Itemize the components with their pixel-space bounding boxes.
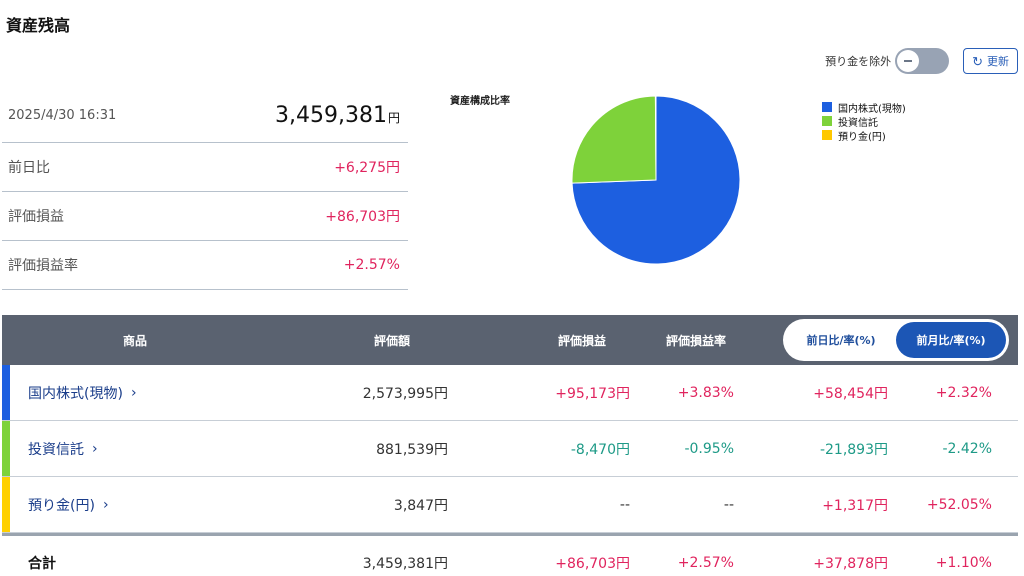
chevron-right-icon: › (102, 496, 109, 513)
chart-legend: 国内株式(現物) 投資信託 預り金(円) (822, 100, 906, 143)
summary-total-row: 2025/4/30 16:31 3,459,381円 (2, 88, 408, 143)
summary-label: 評価損益 (8, 209, 64, 225)
pl-cell: +95,173円 (555, 385, 630, 402)
chevron-right-icon: › (92, 440, 98, 457)
product-link-investment-trust[interactable]: 投資信託 › (28, 439, 98, 459)
header-pl: 評価損益 (557, 333, 606, 348)
table-row: 国内株式(現物) › 2,573,995円 +95,173円 +3.83% +58… (2, 365, 1018, 421)
row-name-cell: 預り金(円) › (28, 477, 109, 532)
change-rate-cell: +52.05% (926, 496, 992, 513)
pie-slice-1 (571, 95, 657, 184)
table-header: 商品 評価額 評価損益 評価損益率 前日比/率(%) 前月比/率(%) (2, 315, 1018, 365)
summary-day-change-row: 前日比 +6,275円 (2, 143, 408, 192)
refresh-button[interactable]: ↻ 更新 (963, 48, 1018, 74)
legend-item: 国内株式(現物) (822, 100, 906, 115)
header-product: 商品 (122, 333, 147, 348)
table-row: 投資信託 › 881,539円 -8,470円 -0.95% -21,893円 -… (2, 421, 1018, 477)
toolbar: 預り金を除外 ↻ 更新 (825, 48, 1018, 74)
legend-label: 国内株式(現物) (838, 103, 906, 115)
pie-slice-2 (654, 95, 657, 181)
change-cell: +58,454円 (813, 385, 888, 402)
legend-label: 投資信託 (838, 117, 878, 129)
total-balance-unit: 円 (387, 110, 400, 125)
legend-swatch (822, 116, 832, 126)
legend-swatch (822, 130, 832, 140)
summary-value: +6,275円 (334, 160, 400, 176)
product-name: 国内株式(現物) (28, 385, 123, 402)
pl-cell: -8,470円 (570, 441, 630, 458)
row-color-marker (2, 421, 10, 476)
pie-slice-0 (571, 95, 741, 265)
chevron-right-icon: › (130, 384, 137, 401)
pl-cell: +86,703円 (555, 555, 630, 572)
valuation-cell: 3,459,381円 (362, 555, 448, 572)
pl-cell: -- (619, 496, 630, 513)
total-balance: 3,459,381円 (275, 103, 400, 128)
asset-composition-pie-chart (571, 95, 741, 265)
legend-item: 投資信託 (822, 114, 906, 129)
exclude-deposit-label: 預り金を除外 (825, 55, 892, 68)
change-cell: +1,317円 (822, 497, 888, 514)
tab-month-change[interactable]: 前月比/率(%) (896, 322, 1006, 358)
change-cell: +37,878円 (813, 555, 888, 572)
change-rate-cell: +1.10% (935, 554, 992, 571)
change-rate-cell: -2.42% (942, 440, 992, 457)
row-color-marker (2, 365, 10, 420)
product-name: 預り金(円) (28, 497, 95, 514)
toggle-knob (897, 50, 920, 72)
pl-rate-cell: +3.83% (677, 384, 734, 401)
tab-day-change[interactable]: 前日比/率(%) (806, 334, 876, 347)
summary-label: 前日比 (8, 160, 50, 176)
header-pl-rate: 評価損益率 (665, 333, 726, 348)
pl-rate-cell: +2.57% (677, 554, 734, 571)
change-rate-cell: +2.32% (935, 384, 992, 401)
pl-rate-cell: -- (723, 496, 734, 513)
table-row: 預り金(円) › 3,847円 -- -- +1,317円 +52.05% (2, 477, 1018, 533)
change-cell: -21,893円 (819, 441, 888, 458)
refresh-label: 更新 (987, 56, 1009, 68)
table-total-row: 合計 3,459,381円 +86,703円 +2.57% +37,878円 +… (2, 533, 1018, 576)
exclude-deposit-toggle[interactable] (895, 48, 950, 74)
product-link-deposit-jpy[interactable]: 預り金(円) › (28, 495, 109, 515)
valuation-cell: 3,847円 (393, 497, 448, 514)
summary-pl-row: 評価損益 +86,703円 (2, 192, 408, 241)
refresh-icon: ↻ (972, 53, 983, 69)
row-name-cell: 国内株式(現物) › (28, 365, 137, 420)
holdings-table: 商品 評価額 評価損益 評価損益率 前日比/率(%) 前月比/率(%) 国内株式… (2, 315, 1018, 576)
product-name: 投資信託 (28, 441, 84, 458)
period-switch: 前日比/率(%) 前月比/率(%) (783, 319, 1009, 361)
total-label: 合計 (28, 555, 56, 572)
product-link-domestic-stock[interactable]: 国内株式(現物) › (28, 383, 137, 403)
pl-rate-cell: -0.95% (684, 440, 734, 457)
total-balance-amount: 3,459,381 (275, 102, 387, 128)
balance-summary: 2025/4/30 16:31 3,459,381円 前日比 +6,275円 評… (2, 88, 408, 290)
chart-title: 資産構成比率 (450, 96, 510, 107)
exclude-deposit-toggle-group: 預り金を除外 (825, 48, 950, 74)
summary-value: +2.57% (343, 257, 400, 273)
legend-item: 預り金(円) (822, 128, 906, 143)
legend-swatch (822, 102, 832, 112)
valuation-cell: 881,539円 (376, 441, 448, 458)
as-of-datetime: 2025/4/30 16:31 (8, 107, 117, 123)
summary-value: +86,703円 (325, 209, 400, 225)
row-color-marker (2, 477, 10, 532)
valuation-cell: 2,573,995円 (362, 385, 448, 402)
page-title: 資産残高 (6, 16, 71, 35)
summary-pl-rate-row: 評価損益率 +2.57% (2, 241, 408, 290)
legend-label: 預り金(円) (838, 131, 886, 143)
header-valuation: 評価額 (373, 333, 410, 348)
row-name-cell: 投資信託 › (28, 421, 98, 476)
summary-label: 評価損益率 (8, 258, 78, 274)
